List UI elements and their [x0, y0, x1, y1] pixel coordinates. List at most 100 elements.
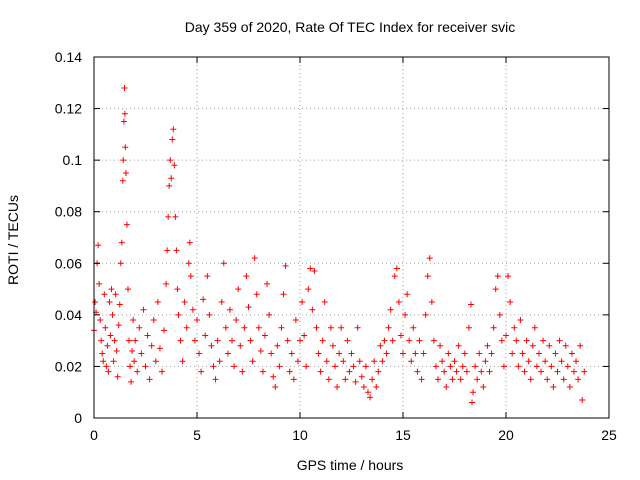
data-point [505, 273, 512, 280]
data-point [179, 358, 186, 365]
data-point [105, 368, 112, 375]
data-point [278, 324, 285, 331]
data-point [480, 384, 487, 391]
data-point [212, 376, 219, 383]
data-point [107, 332, 114, 339]
data-point [249, 358, 256, 365]
data-point [264, 280, 271, 287]
data-point [173, 247, 180, 254]
data-point [552, 350, 559, 357]
data-point [131, 358, 138, 365]
data-point [116, 301, 123, 308]
data-point [412, 350, 419, 357]
data-point [533, 363, 540, 370]
data-point [270, 373, 277, 380]
data-point [373, 384, 380, 391]
data-point [129, 347, 136, 354]
data-point [251, 255, 258, 262]
data-point [459, 363, 466, 370]
data-point [525, 358, 532, 365]
data-point [253, 291, 260, 298]
data-point [548, 363, 555, 370]
y-axis-label: ROTI / TECUs [5, 195, 21, 285]
data-point [441, 368, 448, 375]
data-point [369, 376, 376, 383]
x-tick-label: 5 [193, 427, 201, 443]
data-point [191, 337, 198, 344]
data-point [229, 337, 236, 344]
y-tick-label: 0.14 [55, 49, 82, 65]
data-point [542, 358, 549, 365]
data-point [305, 286, 312, 293]
x-tick-labels: 0 5 10 15 20 25 [90, 427, 617, 443]
data-point [393, 265, 400, 272]
data-point [513, 337, 520, 344]
data-point [383, 350, 390, 357]
data-point [233, 317, 240, 324]
data-point [364, 389, 371, 396]
data-point [484, 342, 491, 349]
data-point [121, 84, 128, 91]
data-point [336, 350, 343, 357]
plot-frame [93, 56, 610, 419]
data-point [122, 170, 129, 177]
data-point [101, 291, 108, 298]
data-point [103, 363, 110, 370]
data-point [301, 332, 308, 339]
data-point [315, 350, 322, 357]
y-tick-labels: 0 0.02 0.04 0.06 0.08 0.1 0.12 0.14 [55, 49, 82, 426]
data-point [231, 363, 238, 370]
y-tick-label: 0.1 [63, 152, 83, 168]
data-point [476, 350, 483, 357]
data-point [562, 342, 569, 349]
x-axis-label: GPS time / hours [297, 457, 404, 473]
data-point [416, 337, 423, 344]
data-point [439, 358, 446, 365]
data-point [284, 337, 291, 344]
data-point [426, 255, 433, 262]
data-point [174, 286, 181, 293]
data-point [570, 368, 577, 375]
data-point [496, 311, 503, 318]
data-point [435, 376, 442, 383]
data-point [422, 311, 429, 318]
data-point [280, 291, 287, 298]
data-point [206, 311, 213, 318]
data-point [128, 378, 135, 385]
data-point [486, 368, 493, 375]
data-point [360, 384, 367, 391]
data-point [114, 373, 121, 380]
data-point [95, 242, 102, 249]
data-point [98, 337, 105, 344]
data-point [309, 306, 316, 313]
data-point [142, 363, 149, 370]
data-point [321, 298, 328, 305]
data-point [243, 273, 250, 280]
data-point [478, 368, 485, 375]
data-point [166, 182, 173, 189]
data-point [342, 376, 349, 383]
data-point [224, 350, 231, 357]
data-point [222, 324, 229, 331]
data-point [266, 311, 273, 318]
data-point [451, 358, 458, 365]
data-point [150, 317, 157, 324]
data-point [420, 350, 427, 357]
data-point [455, 342, 462, 349]
data-point [96, 280, 103, 287]
data-point [498, 337, 505, 344]
data-point [527, 376, 534, 383]
data-point [313, 324, 320, 331]
data-point [307, 265, 314, 272]
data-point [449, 376, 456, 383]
data-point [257, 347, 264, 354]
data-point [172, 213, 179, 220]
data-point [144, 332, 151, 339]
data-point [122, 144, 129, 151]
data-point [550, 384, 557, 391]
data-point [132, 337, 139, 344]
data-point [247, 337, 254, 344]
data-point [110, 358, 117, 365]
data-point [108, 286, 115, 293]
